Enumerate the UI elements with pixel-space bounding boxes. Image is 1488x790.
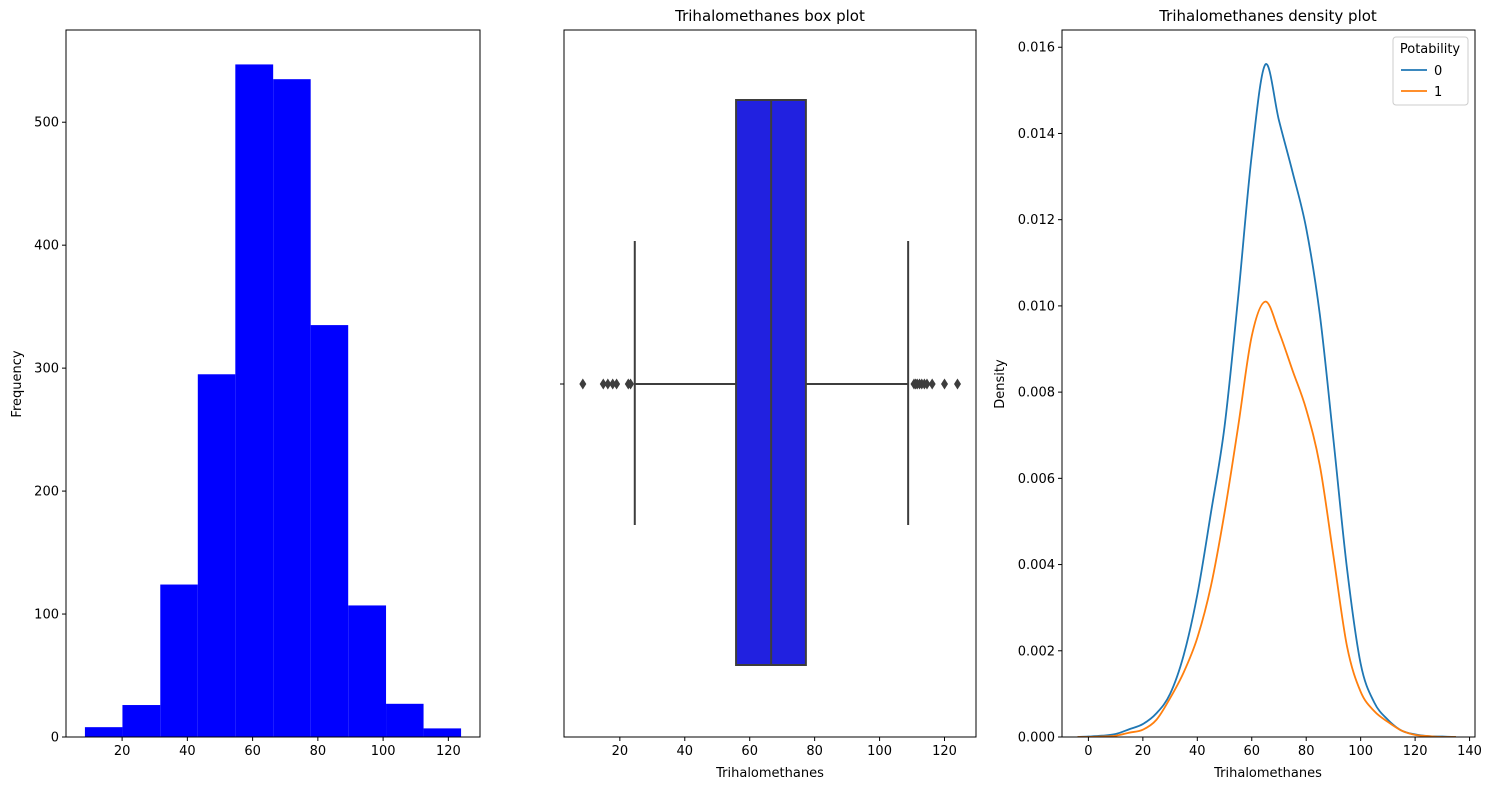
outlier-point	[627, 378, 635, 390]
x-tick-label: 20	[612, 744, 629, 759]
outlier-point	[923, 378, 931, 390]
x-tick-label: 80	[806, 744, 823, 759]
density-y-axis-label: Density	[993, 359, 1008, 409]
outlier-point	[941, 378, 949, 390]
density-y-ticks: 0.000 0.002 0.004 0.006 0.008 0.010 0.012 0.014…	[1018, 41, 1062, 746]
histogram-bar	[348, 605, 387, 737]
density-line-series-1	[1077, 300, 1456, 737]
histogram-y-axis-label: Frequency	[10, 350, 25, 417]
y-tick-label: 0	[51, 731, 59, 746]
histogram-bar	[160, 584, 198, 737]
y-tick-label: 300	[34, 362, 59, 377]
boxplot-x-ticks: 20 40 60 80 100 120	[612, 737, 957, 759]
x-tick-label: 120	[932, 744, 957, 759]
y-tick-label: 0.006	[1018, 472, 1055, 487]
legend-title: Potability	[1400, 42, 1461, 57]
x-tick-label: 0	[1084, 744, 1092, 759]
density-legend: Potability 0 1	[1392, 36, 1469, 106]
y-tick-label: 0.008	[1018, 386, 1055, 401]
density-axes-frame	[1061, 29, 1476, 738]
y-tick-label: 400	[34, 239, 59, 254]
y-tick-label: 0.016	[1018, 41, 1055, 56]
x-tick-label: 140	[1457, 744, 1482, 759]
y-tick-label: 0.012	[1018, 213, 1055, 228]
y-tick-label: 0.002	[1018, 644, 1055, 659]
outlier-point	[609, 378, 617, 390]
x-tick-label: 100	[371, 744, 396, 759]
histogram-panel: 20 40 60 80 100 120 0 100 200 300 400 500 Frequenc…	[10, 29, 481, 759]
density-lines	[1077, 63, 1456, 737]
histogram-bar	[235, 64, 274, 737]
x-tick-label: 20	[114, 744, 131, 759]
histogram-bar	[84, 727, 123, 737]
legend-label-1: 1	[1434, 85, 1442, 100]
histogram-bar	[386, 703, 424, 737]
x-tick-label: 60	[1243, 744, 1260, 759]
boxplot-x-axis-label: Trihalomethanes	[715, 766, 824, 781]
x-tick-label: 80	[310, 744, 327, 759]
outlier-point	[928, 378, 936, 390]
density-x-ticks: 0 20 40 60 80 100 120 140	[1084, 737, 1482, 759]
x-tick-label: 40	[1189, 744, 1206, 759]
density-line-series-0	[1077, 63, 1456, 737]
histogram-bars	[84, 64, 462, 737]
x-tick-label: 60	[244, 744, 261, 759]
legend-label-0: 0	[1434, 64, 1442, 79]
y-tick-label: 100	[34, 608, 59, 623]
outlier-point	[953, 378, 961, 390]
density-panel: Trihalomethanes density plot 0 20 40 60 80 10…	[993, 7, 1482, 781]
histogram-bar	[197, 374, 236, 737]
histogram-bar	[122, 705, 161, 737]
y-tick-label: 0.004	[1018, 558, 1055, 573]
histogram-axes-frame	[65, 29, 481, 738]
x-tick-label: 40	[179, 744, 196, 759]
boxplot-elements	[579, 99, 961, 666]
boxplot-title: Trihalomethanes box plot	[674, 7, 865, 25]
outlier-point	[613, 378, 621, 390]
x-tick-label: 80	[1298, 744, 1315, 759]
y-tick-label: 500	[34, 116, 59, 131]
x-tick-label: 120	[436, 744, 461, 759]
histogram-bar	[423, 728, 462, 737]
y-tick-label: 0.010	[1018, 299, 1055, 314]
x-tick-label: 60	[741, 744, 758, 759]
x-tick-label: 100	[867, 744, 892, 759]
histogram-y-ticks: 0 100 200 300 400 500	[34, 116, 66, 746]
x-tick-label: 20	[1135, 744, 1152, 759]
density-x-axis-label: Trihalomethanes	[1213, 766, 1322, 781]
x-tick-label: 100	[1348, 744, 1373, 759]
outlier-point	[579, 378, 587, 390]
histogram-bar	[310, 325, 349, 737]
histogram-bar	[273, 79, 311, 737]
x-tick-label: 120	[1403, 744, 1428, 759]
density-title: Trihalomethanes density plot	[1158, 7, 1377, 25]
legend-box	[1392, 36, 1469, 106]
boxplot-panel: Trihalomethanes box plot 20 40 60 80 100 120 …	[560, 7, 977, 781]
y-tick-label: 0.000	[1018, 731, 1055, 746]
y-tick-label: 0.014	[1018, 127, 1055, 142]
x-tick-label: 40	[677, 744, 694, 759]
y-tick-label: 200	[34, 485, 59, 500]
outlier-point	[604, 378, 612, 390]
histogram-x-ticks: 20 40 60 80 100 120	[114, 737, 461, 759]
outlier-point	[599, 378, 607, 390]
